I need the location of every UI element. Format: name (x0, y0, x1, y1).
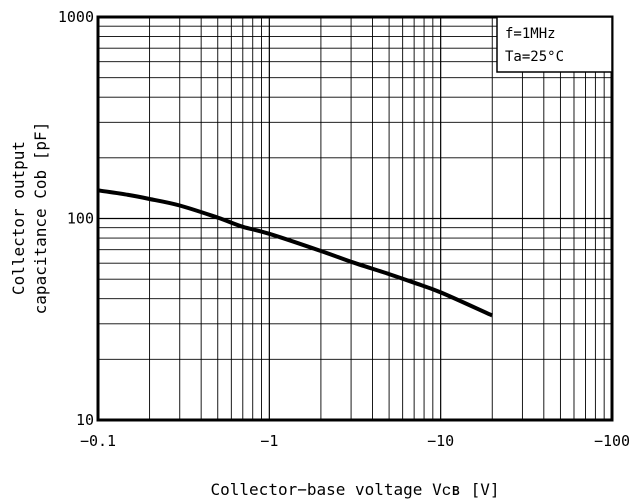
grid-lines (98, 17, 612, 420)
x-tick-label: −10 (427, 432, 454, 450)
tick-labels: −0.1 −1 −10 −100 10 100 1000 (58, 8, 630, 450)
y-tick-label: 10 (76, 411, 94, 429)
x-axis-title: Collector−base voltage Vᴄʙ [V] (211, 480, 500, 499)
y-axis-title-line2: capacitance Cob [pF] (31, 122, 50, 315)
y-tick-label: 1000 (58, 8, 94, 26)
y-axis-title-line1: Collector output (9, 141, 28, 295)
x-tick-label: −0.1 (80, 432, 116, 450)
plot-frame (96, 15, 614, 422)
x-tick-label: −100 (594, 432, 630, 450)
annotation-frequency: f=1MHz (505, 26, 556, 42)
y-tick-label: 100 (67, 210, 94, 228)
x-tick-label: −1 (260, 432, 278, 450)
annotation-temperature: Ta=25°C (505, 49, 564, 65)
series-line (97, 188, 494, 318)
annotation-box: f=1MHz Ta=25°C (496, 16, 613, 73)
